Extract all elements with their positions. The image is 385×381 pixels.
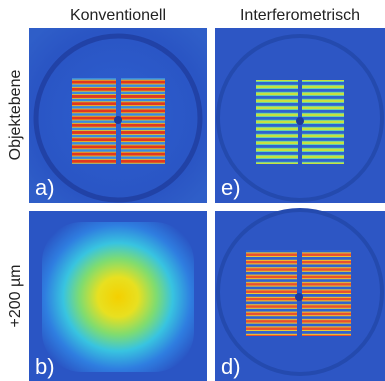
column-title: Interferometrisch (240, 7, 360, 24)
grating-right (121, 78, 165, 164)
row-title: +200 µm (7, 264, 24, 327)
panel-label: d) (221, 354, 241, 379)
grating-left (256, 80, 298, 164)
grating-right (302, 250, 351, 336)
grating-left (72, 78, 116, 164)
center-mark (295, 293, 303, 301)
panel-label: b) (35, 354, 55, 379)
column-title: Konventionell (70, 7, 166, 24)
panel: d) (215, 210, 385, 381)
page: Konventionell Interferometrisch Objekteb… (0, 0, 385, 381)
figure: Konventionell Interferometrisch Objekteb… (0, 0, 385, 381)
panel-label: a) (35, 175, 55, 200)
panel: e) (215, 28, 385, 203)
panel-background (29, 28, 207, 203)
panel: b) (29, 211, 207, 381)
defocused-spot (42, 222, 194, 372)
center-mark (296, 117, 304, 125)
grating-left (246, 250, 297, 336)
center-mark (114, 116, 122, 124)
panel-label: e) (221, 175, 241, 200)
row-title: Objektebene (7, 70, 24, 161)
panel: a) (29, 28, 207, 203)
grating-right (302, 80, 344, 164)
